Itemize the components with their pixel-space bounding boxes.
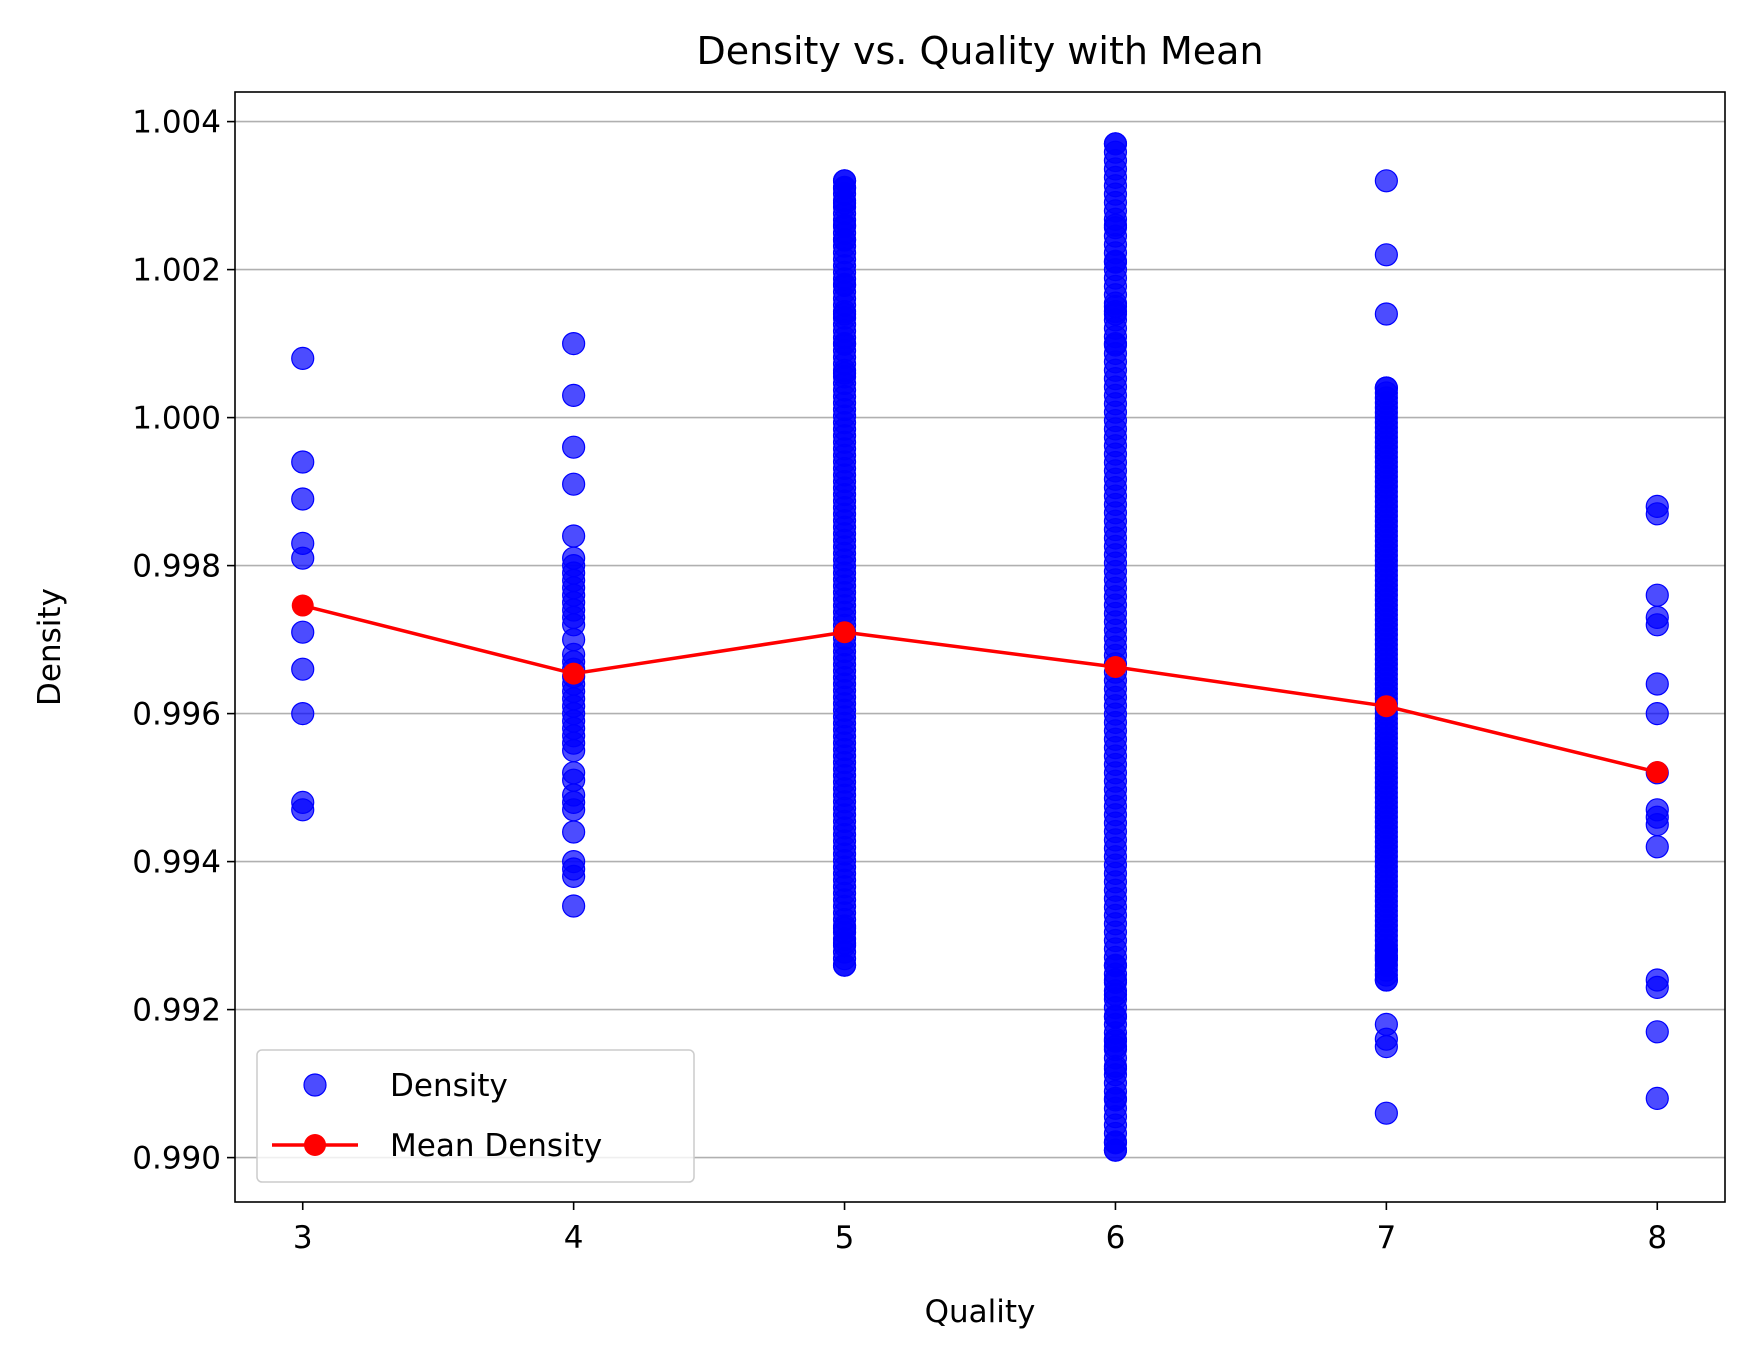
scatter-point	[562, 524, 586, 548]
scatter-point	[1103, 132, 1128, 156]
scatter-point	[1103, 213, 1128, 237]
legend-scatter-marker	[303, 1073, 327, 1097]
scatter-point	[1645, 672, 1669, 696]
x-tick-label: 5	[835, 1220, 855, 1256]
y-tick-label: 0.990	[132, 1141, 221, 1177]
scatter-point	[832, 931, 857, 955]
scatter-point	[1374, 946, 1398, 970]
x-axis-label: Quality	[925, 1294, 1036, 1330]
scatter-point	[562, 820, 586, 844]
scatter-point	[832, 332, 857, 356]
mean-density-point	[1104, 655, 1127, 678]
y-tick-label: 0.992	[132, 993, 221, 1029]
scatter-layer	[291, 132, 1669, 1162]
legend-mean-label: Mean Density	[390, 1128, 602, 1164]
scatter-point	[1103, 332, 1128, 356]
scatter-point	[562, 435, 586, 459]
scatter-point	[832, 272, 857, 296]
scatter-point	[291, 487, 315, 511]
scatter-point	[1103, 1138, 1128, 1162]
scatter-point	[1645, 1020, 1669, 1044]
mean-density-point	[291, 594, 314, 617]
scatter-point	[832, 361, 857, 385]
scatter-point	[832, 191, 857, 215]
y-tick-label: 1.000	[132, 401, 221, 437]
scatter-point	[1374, 1101, 1398, 1125]
scatter-point	[291, 798, 315, 822]
scatter-point	[562, 798, 586, 822]
scatter-point	[1645, 835, 1669, 859]
scatter-point	[1374, 1034, 1398, 1059]
legend: Density Mean Density	[256, 1049, 695, 1183]
scatter-point	[1645, 1086, 1669, 1111]
x-tick-label: 8	[1647, 1220, 1667, 1256]
scatter-point	[1374, 243, 1398, 267]
mean-line-layer	[291, 594, 1669, 784]
scatter-point	[291, 450, 315, 474]
scatter-point	[1103, 1005, 1128, 1029]
scatter-point	[832, 953, 857, 977]
x-tick-label: 4	[564, 1220, 584, 1256]
scatter-point	[1374, 968, 1398, 992]
mean-density-line	[302, 603, 1658, 774]
y-tick-label: 0.994	[132, 845, 221, 881]
scatter-point	[1103, 1057, 1128, 1081]
y-axis-label: Density	[32, 588, 68, 706]
scatter-point	[1645, 502, 1669, 526]
scatter-point	[1103, 1034, 1128, 1059]
scatter-point	[562, 332, 586, 356]
scatter-point	[1103, 1086, 1128, 1111]
scatter-point	[291, 620, 315, 644]
y-tick-label: 0.998	[132, 549, 221, 585]
y-tick-label: 1.004	[132, 105, 221, 141]
scatter-point	[562, 864, 586, 889]
scatter-point	[562, 472, 586, 496]
y-tick-label: 1.002	[132, 253, 221, 289]
mean-density-point	[1375, 695, 1398, 718]
scatter-point	[562, 738, 586, 763]
scatter-point	[1645, 812, 1669, 837]
scatter-point	[1374, 169, 1398, 193]
scatter-point	[1645, 975, 1669, 1000]
legend-frame	[256, 1049, 695, 1183]
mean-density-point	[1646, 761, 1669, 784]
scatter-point	[1374, 376, 1398, 400]
scatter-point	[1103, 250, 1128, 274]
scatter-point	[291, 546, 315, 570]
scatter-point	[1645, 701, 1669, 726]
x-tick-label: 6	[1106, 1220, 1126, 1256]
mean-density-point	[562, 662, 585, 685]
scatter-point	[291, 701, 315, 726]
scatter-point	[832, 302, 857, 326]
plot-frame	[234, 91, 1726, 1203]
y-axis: 0.990 0.992 0.994 0.996 0.998 1.000 1.002 1.004	[132, 105, 235, 1177]
scatter-point	[562, 894, 586, 918]
scatter-point	[562, 383, 586, 407]
scatter-point	[1374, 302, 1398, 326]
x-axis: 3 4 5 6 7 8	[293, 1202, 1667, 1256]
scatter-point	[1103, 983, 1128, 1007]
chart-title: Density vs. Quality with Mean	[696, 29, 1263, 73]
scatter-point	[1645, 613, 1669, 637]
scatter-point	[832, 228, 857, 252]
scatter-point	[1645, 583, 1669, 607]
x-tick-label: 7	[1376, 1220, 1396, 1256]
x-tick-label: 3	[293, 1220, 313, 1256]
scatter-point	[291, 346, 315, 370]
legend-line-marker	[304, 1134, 326, 1156]
scatter-point	[291, 657, 315, 681]
scatter-point	[1103, 302, 1128, 326]
legend-scatter-label: Density	[390, 1068, 508, 1104]
y-tick-label: 0.996	[132, 697, 221, 733]
mean-density-point	[833, 621, 856, 644]
